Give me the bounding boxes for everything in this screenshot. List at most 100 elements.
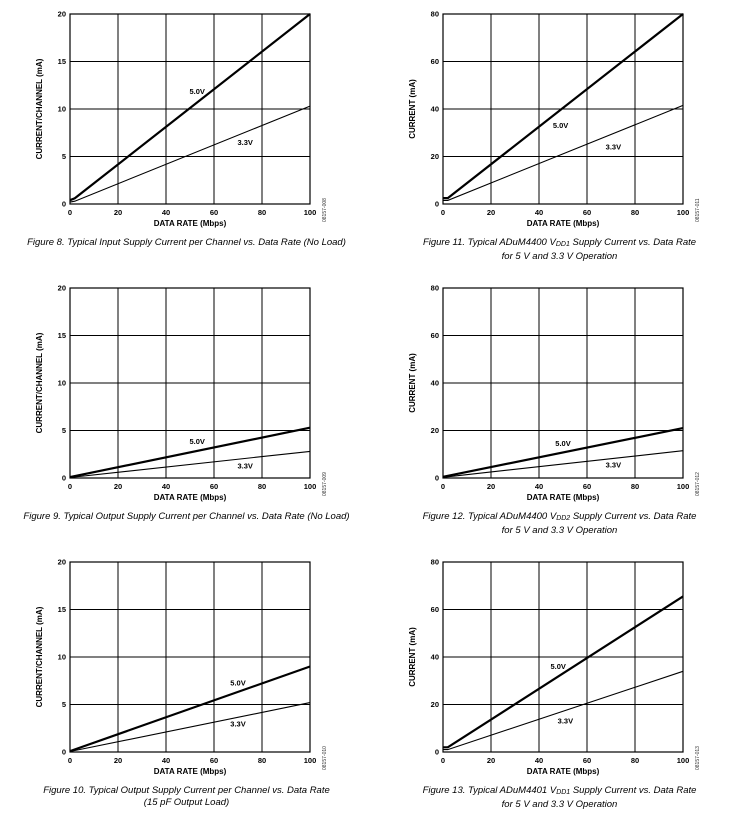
figure-12: 0 20 40 60 80 100 0 20 40 60 80 DATA RATE (Mbps) CUR… <box>403 282 703 504</box>
series-line-3.3V <box>69 105 311 203</box>
y-tick-label: 60 <box>431 605 439 614</box>
series-label-3.3V: 3.3V <box>606 460 621 469</box>
x-axis-label: DATA RATE (Mbps) <box>527 767 600 776</box>
y-tick-label: 40 <box>431 105 439 114</box>
figure-9: 0 20 40 60 80 100 0 5 10 15 20 DATA RATE (Mbps) CURR… <box>30 282 330 504</box>
series-line-5.0V <box>443 13 684 200</box>
x-tick-label: 40 <box>535 208 543 217</box>
x-tick-label: 100 <box>677 208 690 217</box>
x-tick-label: 80 <box>258 756 266 765</box>
caption-fig11: Figure 11. Typical ADuM4400 VDD1 Supply … <box>373 237 746 263</box>
series-line-5.0V <box>69 665 311 753</box>
y-tick-label: 15 <box>58 57 66 66</box>
y-axis-label: CURRENT (mA) <box>408 353 417 413</box>
y-tick-label: 20 <box>58 558 66 567</box>
x-tick-label: 100 <box>304 208 317 217</box>
x-tick-label: 40 <box>162 756 170 765</box>
x-tick-label: 100 <box>677 756 690 765</box>
figure-code: 08157-013 <box>695 746 701 770</box>
caption-line: for 5 V and 3.3 V Operation <box>501 251 618 262</box>
series-label-5.0V: 5.0V <box>189 437 204 446</box>
caption-subscript: DD1 <box>555 241 570 248</box>
series-label-3.3V: 3.3V <box>230 719 245 728</box>
x-tick-label: 60 <box>583 756 591 765</box>
plot-frame <box>69 561 311 753</box>
x-tick-label: 0 <box>68 208 72 217</box>
series-line-5.0V <box>69 13 311 202</box>
x-tick-label: 60 <box>210 756 218 765</box>
caption-subscript: DD2 <box>556 515 571 522</box>
series-label-3.3V: 3.3V <box>237 138 252 147</box>
y-tick-label: 20 <box>58 10 66 19</box>
y-tick-label: 10 <box>58 653 66 662</box>
figure-8: 0 20 40 60 80 100 0 5 10 15 20 DATA RATE (Mbps) CURR… <box>30 8 330 230</box>
caption-line: for 5 V and 3.3 V Operation <box>501 799 618 810</box>
x-tick-label: 100 <box>304 756 317 765</box>
y-tick-label: 15 <box>58 605 66 614</box>
x-axis-label: DATA RATE (Mbps) <box>527 219 600 228</box>
y-tick-label: 60 <box>431 57 439 66</box>
x-tick-label: 20 <box>487 482 495 491</box>
figure-13: 0 20 40 60 80 100 0 20 40 60 80 DATA RATE (Mbps) CUR… <box>403 556 703 778</box>
series-label-5.0V: 5.0V <box>553 121 568 130</box>
y-axis-label: CURRENT (mA) <box>408 79 417 139</box>
x-tick-label: 0 <box>68 756 72 765</box>
x-tick-label: 20 <box>487 756 495 765</box>
caption-fig8: Figure 8. Typical Input Supply Current p… <box>0 237 373 249</box>
y-tick-label: 20 <box>431 700 439 709</box>
x-tick-label: 0 <box>441 208 445 217</box>
caption-fig10: Figure 10. Typical Output Supply Current… <box>0 785 373 809</box>
y-tick-label: 20 <box>58 284 66 293</box>
y-tick-label: 10 <box>58 105 66 114</box>
x-tick-label: 60 <box>210 482 218 491</box>
chart-fig9: 0 20 40 60 80 100 0 5 10 15 20 DATA RATE (Mbps) CURR… <box>35 284 328 503</box>
plot-frame <box>69 287 311 479</box>
figure-code: 08157-010 <box>322 746 328 770</box>
y-tick-label: 80 <box>431 558 439 567</box>
series-line-3.3V <box>69 450 311 479</box>
series-line-5.0V <box>69 426 311 479</box>
x-tick-label: 80 <box>258 482 266 491</box>
y-tick-label: 5 <box>62 152 66 161</box>
caption-line: Figure 9. Typical Output Supply Current … <box>23 511 350 522</box>
caption-line: Figure 10. Typical Output Supply Current… <box>43 785 330 796</box>
x-tick-label: 100 <box>304 482 317 491</box>
x-axis-label: DATA RATE (Mbps) <box>154 219 227 228</box>
x-axis-label: DATA RATE (Mbps) <box>154 493 227 502</box>
figure-code: 08157-009 <box>322 472 328 496</box>
series-label-5.0V: 5.0V <box>230 679 245 688</box>
x-tick-label: 80 <box>258 208 266 217</box>
y-tick-label: 20 <box>431 152 439 161</box>
x-tick-label: 0 <box>441 482 445 491</box>
plot-frame <box>442 13 684 205</box>
series-label-5.0V: 5.0V <box>550 662 565 671</box>
x-tick-label: 40 <box>162 208 170 217</box>
series-label-5.0V: 5.0V <box>555 439 570 448</box>
caption-line: (15 pF Output Load) <box>143 797 230 808</box>
figure-11: 0 20 40 60 80 100 0 20 40 60 80 DATA RATE (Mbps) CUR… <box>403 8 703 230</box>
caption-line: Figure 8. Typical Input Supply Current p… <box>27 237 346 248</box>
y-tick-label: 80 <box>431 284 439 293</box>
chart-fig10: 0 20 40 60 80 100 0 5 10 15 20 DATA RATE (Mbps) CURR… <box>35 558 328 777</box>
x-tick-label: 20 <box>114 482 122 491</box>
y-axis-label: CURRENT/CHANNEL (mA) <box>35 606 44 707</box>
caption-fig13: Figure 13. Typical ADuM4401 VDD1 Supply … <box>373 785 746 811</box>
x-tick-label: 80 <box>631 482 639 491</box>
x-tick-label: 0 <box>441 756 445 765</box>
x-tick-label: 0 <box>68 482 72 491</box>
series-label-3.3V: 3.3V <box>606 142 621 151</box>
y-tick-label: 5 <box>62 700 66 709</box>
x-tick-label: 60 <box>210 208 218 217</box>
x-tick-label: 40 <box>535 482 543 491</box>
series-label-3.3V: 3.3V <box>558 717 573 726</box>
chart-fig11: 0 20 40 60 80 100 0 20 40 60 80 DATA RATE (Mbps) CUR… <box>408 10 701 229</box>
y-tick-label: 20 <box>431 426 439 435</box>
caption-line: Figure 13. Typical ADuM4401 VDD1 Supply … <box>422 785 697 796</box>
y-tick-label: 80 <box>431 10 439 19</box>
series-line-5.0V <box>442 427 684 478</box>
series-line-3.3V <box>69 702 311 753</box>
x-axis-label: DATA RATE (Mbps) <box>154 767 227 776</box>
figure-10: 0 20 40 60 80 100 0 5 10 15 20 DATA RATE (Mbps) CURR… <box>30 556 330 778</box>
caption-fig9: Figure 9. Typical Output Supply Current … <box>0 511 373 523</box>
series-label-5.0V: 5.0V <box>189 87 204 96</box>
